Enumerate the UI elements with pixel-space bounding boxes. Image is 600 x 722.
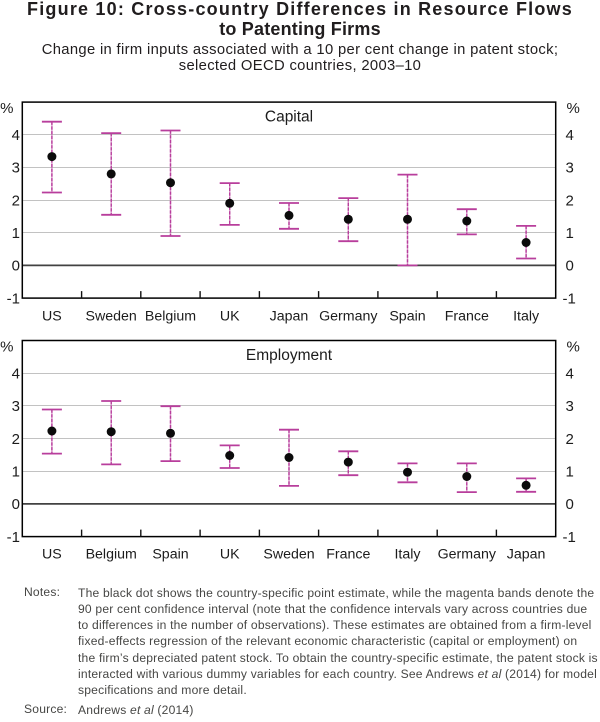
- svg-text:UK: UK: [220, 546, 240, 562]
- svg-text:Germany: Germany: [438, 546, 497, 562]
- svg-text:Japan: Japan: [507, 546, 546, 562]
- svg-text:3: 3: [12, 398, 20, 415]
- svg-text:Italy: Italy: [394, 546, 421, 562]
- svg-text:4: 4: [12, 127, 20, 144]
- svg-text:%: %: [567, 339, 580, 356]
- svg-text:%: %: [567, 100, 580, 117]
- svg-text:Belgium: Belgium: [145, 309, 196, 325]
- svg-text:-1: -1: [7, 290, 20, 307]
- svg-text:Germany: Germany: [319, 309, 378, 325]
- svg-text:Spain: Spain: [389, 309, 425, 325]
- svg-text:UK: UK: [220, 309, 240, 325]
- svg-text:US: US: [42, 546, 62, 562]
- svg-text:Spain: Spain: [152, 546, 188, 562]
- svg-text:1: 1: [566, 463, 574, 480]
- svg-text:4: 4: [566, 127, 574, 144]
- svg-text:2: 2: [566, 431, 574, 448]
- svg-text:France: France: [445, 309, 489, 325]
- svg-text:2: 2: [12, 192, 20, 209]
- svg-text:-1: -1: [563, 290, 576, 307]
- svg-text:3: 3: [12, 160, 20, 177]
- svg-text:%: %: [0, 339, 13, 356]
- svg-text:Japan: Japan: [270, 309, 309, 325]
- svg-text:Employment: Employment: [246, 347, 333, 364]
- svg-text:%: %: [0, 100, 13, 117]
- svg-text:1: 1: [12, 463, 20, 480]
- svg-text:0: 0: [566, 496, 574, 513]
- svg-text:0: 0: [12, 258, 20, 275]
- svg-text:2: 2: [12, 431, 20, 448]
- svg-text:3: 3: [566, 160, 574, 177]
- svg-text:4: 4: [566, 365, 574, 382]
- svg-text:2: 2: [566, 192, 574, 209]
- svg-text:France: France: [326, 546, 370, 562]
- svg-text:0: 0: [12, 496, 20, 513]
- svg-text:Capital: Capital: [265, 109, 313, 126]
- svg-text:1: 1: [566, 225, 574, 242]
- svg-text:Belgium: Belgium: [86, 546, 137, 562]
- svg-text:3: 3: [566, 398, 574, 415]
- svg-text:1: 1: [12, 225, 20, 242]
- svg-text:-1: -1: [563, 529, 576, 546]
- svg-text:Italy: Italy: [513, 309, 540, 325]
- svg-text:4: 4: [12, 365, 20, 382]
- svg-text:Sweden: Sweden: [86, 309, 137, 325]
- svg-text:Sweden: Sweden: [263, 546, 314, 562]
- svg-text:-1: -1: [7, 529, 20, 546]
- svg-text:0: 0: [566, 258, 574, 275]
- svg-text:US: US: [42, 309, 62, 325]
